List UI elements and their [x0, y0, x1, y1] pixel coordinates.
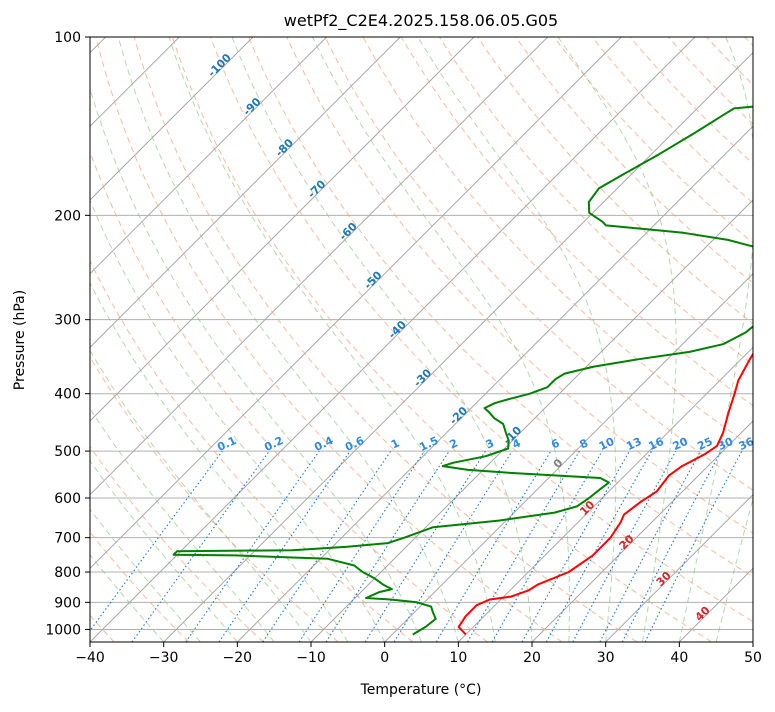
y-tick-label: 200 — [54, 208, 81, 224]
y-tick-label: 400 — [54, 387, 81, 403]
y-tick-label: 1000 — [45, 622, 81, 638]
x-tick-label: 20 — [523, 650, 541, 666]
chart-title: wetPf2_C2E4.2025.158.06.05.G05 — [284, 11, 558, 31]
y-tick-label: 900 — [54, 595, 81, 611]
isotherm-line — [753, 37, 775, 642]
y-tick-label: 500 — [54, 444, 81, 460]
y-tick-label: 600 — [54, 491, 81, 507]
x-tick-label: 0 — [380, 650, 389, 666]
y-axis-label: Pressure (hPa) — [12, 290, 28, 390]
x-tick-label: 40 — [670, 650, 688, 666]
x-tick-label: 30 — [597, 650, 615, 666]
y-tick-label: 100 — [54, 30, 81, 46]
x-tick-label: −20 — [223, 650, 253, 666]
y-tick-label: 700 — [54, 531, 81, 547]
x-tick-label: −30 — [149, 650, 179, 666]
x-tick-label: −40 — [75, 650, 105, 666]
x-tick-label: 10 — [449, 650, 467, 666]
x-axis-label: Temperature (°C) — [360, 682, 482, 698]
y-tick-label: 300 — [54, 313, 81, 329]
y-tick-label: 800 — [54, 565, 81, 581]
x-tick-label: 50 — [744, 650, 762, 666]
x-tick-label: −10 — [296, 650, 326, 666]
